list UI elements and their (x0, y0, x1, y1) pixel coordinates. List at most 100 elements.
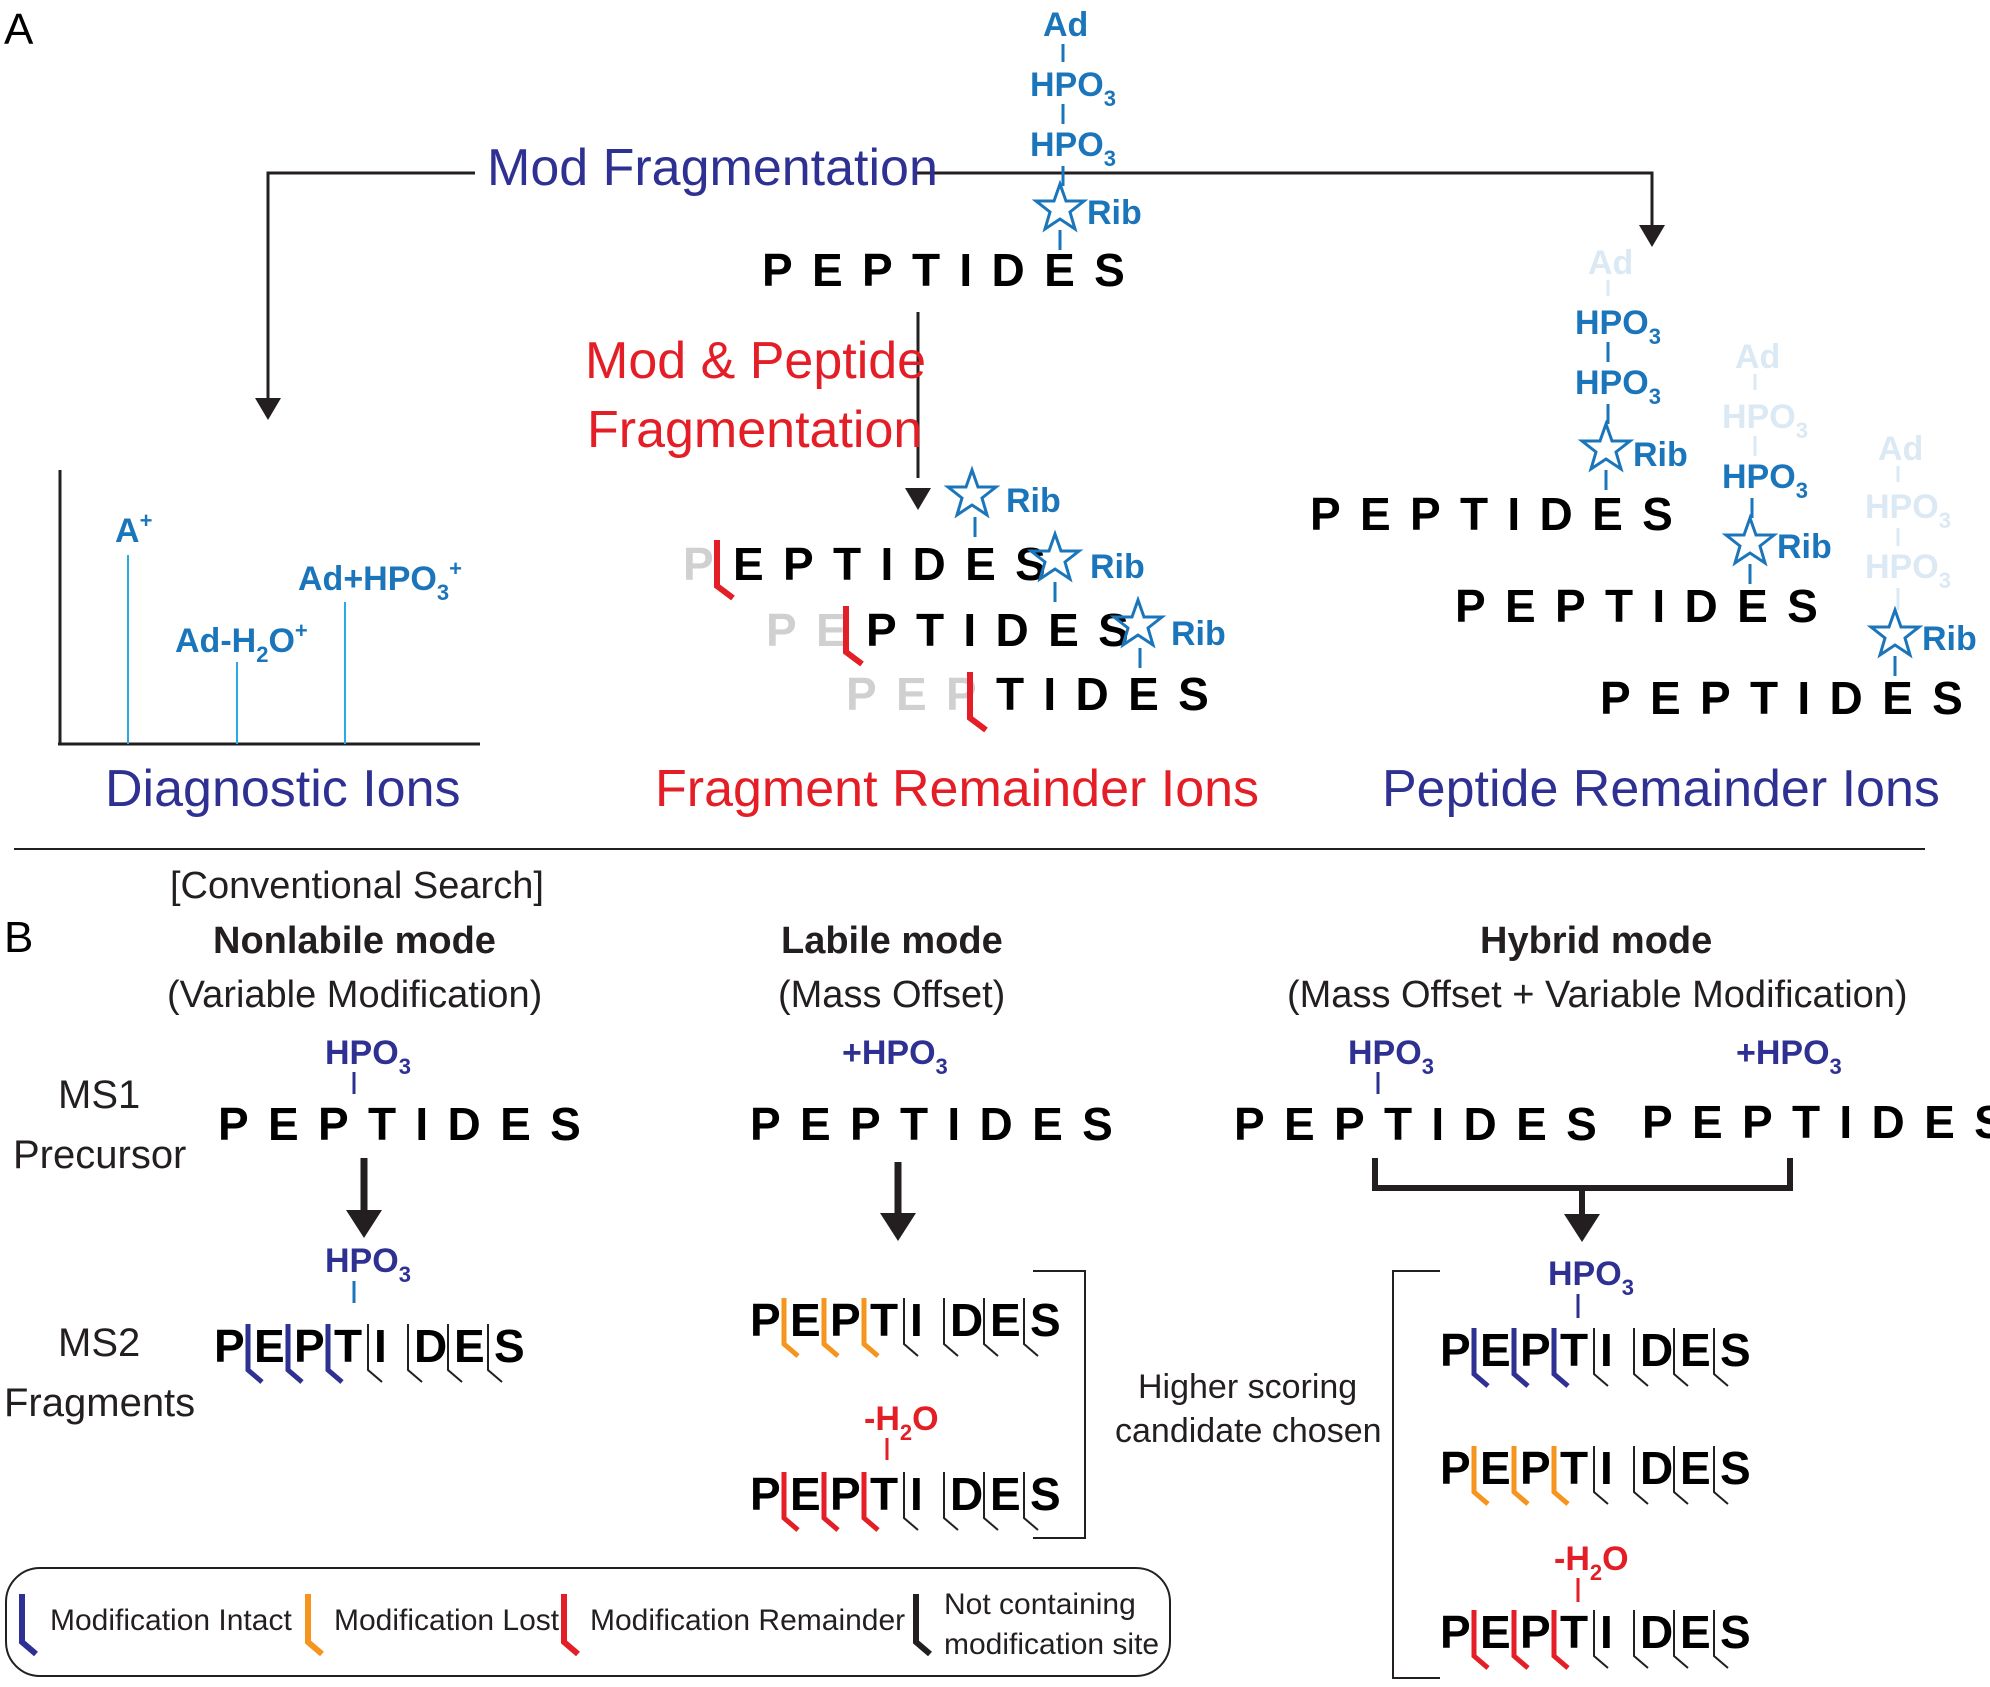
fragment-bond-marker (943, 1298, 959, 1357)
panel-label-a: A (4, 5, 34, 54)
svg-text:Ad: Ad (1588, 244, 1633, 282)
higher-scoring-line2: candidate chosen (1115, 1412, 1382, 1450)
fragment-letter: E (990, 1294, 1021, 1346)
fragment-letter: E (990, 1468, 1021, 1520)
mod-fragmentation-label: Mod Fragmentation (487, 139, 938, 197)
fragment-letter: S (494, 1320, 525, 1372)
fragment-bond-marker (1633, 1446, 1649, 1505)
diagnostic-spectrum: A+ Ad-H2O+ Ad+HPO3+ (58, 470, 480, 746)
fragment-bond-marker (1633, 1328, 1649, 1387)
fragment-bond-marker (943, 1472, 959, 1531)
svg-text:Rib: Rib (1090, 548, 1145, 586)
top-peptide: PEPTIDES (762, 244, 1144, 296)
fragment-bond-marker (1673, 1446, 1689, 1505)
fragment-bond-marker (1471, 1446, 1490, 1506)
svg-text:PEPTIDES: PEPTIDES (1455, 580, 1837, 632)
fragment-letter: D (414, 1320, 447, 1372)
svg-text:HPO3: HPO3 (1575, 304, 1661, 349)
fragment-letter: I (374, 1320, 387, 1372)
fragment-bond-marker (325, 1324, 344, 1384)
fragment-remainder-2: Rib PEPTIDES (766, 529, 1148, 667)
fragment-bond-marker (1471, 1610, 1490, 1670)
fragment-letter: E (790, 1294, 821, 1346)
fragment-bond-marker (821, 1298, 840, 1358)
fragment-letter: T (334, 1320, 362, 1372)
fragment-letter: D (1640, 1324, 1673, 1376)
fragment-bond-marker (1713, 1328, 1729, 1387)
fragment-bond-marker (487, 1324, 503, 1383)
svg-text:-H2O: -H2O (864, 1400, 939, 1445)
svg-text:Rib: Rib (1777, 528, 1832, 566)
top-modification-stack: Ad HPO3 HPO3 Rib (1030, 6, 1142, 250)
legend-not-containing-line1: Not containing (944, 1588, 1136, 1621)
fragment-letter: S (1030, 1294, 1061, 1346)
fragment-bond-marker (1593, 1328, 1609, 1387)
fragment-bond-marker (1673, 1328, 1689, 1387)
fragment-letter: E (790, 1468, 821, 1520)
svg-text:Rib: Rib (1922, 620, 1977, 658)
fragment-letter: P (214, 1320, 245, 1372)
fragment-letter: D (950, 1294, 983, 1346)
fragment-letter: D (1640, 1442, 1673, 1494)
hybrid-merge-bracket (1372, 1158, 1793, 1191)
peptide-remainder-2: Ad HPO3 HPO3 Rib PEPTIDES (1455, 338, 1837, 632)
legend-remainder-label: Modification Remainder (590, 1604, 905, 1637)
arrowhead-hybrid (1564, 1214, 1600, 1242)
svg-text:+HPO3: +HPO3 (1736, 1034, 1842, 1079)
nonlabile-mode-title: Nonlabile mode (213, 920, 496, 962)
fragment-bond-marker (407, 1324, 423, 1383)
fragment-letter: E (254, 1320, 285, 1372)
svg-text:HPO3: HPO3 (1548, 1255, 1634, 1300)
svg-text:HPO3: HPO3 (325, 1242, 411, 1287)
mod-peptide-fragmentation-line2: Fragmentation (587, 401, 922, 459)
fragment-letter: I (910, 1294, 923, 1346)
fragment-bond-marker (1023, 1298, 1039, 1357)
fragment-letter: P (1440, 1606, 1471, 1658)
svg-text:PEPTIDES: PEPTIDES (766, 604, 1148, 656)
ion-ad-h2o-label: Ad-H2O+ (175, 618, 308, 667)
fragment-remainder-ions-title: Fragment Remainder Ions (655, 760, 1259, 818)
fragment-bond-marker (903, 1472, 919, 1531)
fragment-letter: E (1680, 1324, 1711, 1376)
ion-ad-hpo-label: Ad+HPO3+ (298, 556, 462, 605)
peptide-remainder-ions-title: Peptide Remainder Ions (1382, 760, 1940, 818)
fragment-letter: P (1440, 1442, 1471, 1494)
svg-text:HPO3: HPO3 (1575, 364, 1661, 409)
fragment-letter: P (830, 1294, 861, 1346)
star-icon (1031, 179, 1089, 233)
fragment-letter: E (1480, 1324, 1511, 1376)
svg-text:Rib: Rib (1006, 482, 1061, 520)
fragment-letter: E (454, 1320, 485, 1372)
svg-text:Rib: Rib (1087, 194, 1142, 232)
svg-text:Rib: Rib (1171, 615, 1226, 653)
svg-text:PEPTIDES: PEPTIDES (750, 1098, 1132, 1150)
fragment-bond-marker (821, 1472, 840, 1532)
fragment-letter: P (750, 1468, 781, 1520)
fragment-bond-marker (1511, 1328, 1530, 1388)
fragment-letter: T (870, 1294, 898, 1346)
fragment-letter: I (1600, 1324, 1613, 1376)
fragment-letter: S (1720, 1324, 1751, 1376)
fragment-bond-marker (1633, 1610, 1649, 1669)
svg-text:Rib: Rib (1633, 436, 1688, 474)
ms1-label-line1: MS1 (58, 1073, 140, 1117)
panel-label-b: B (4, 913, 33, 962)
fragment-bond-marker (781, 1472, 800, 1532)
fragment-bond-marker (1551, 1610, 1570, 1670)
legend-not-containing-swatch (913, 1594, 932, 1657)
svg-text:HPO3: HPO3 (1030, 66, 1116, 111)
fragment-letter: S (1720, 1442, 1751, 1494)
fragment-letter: P (830, 1468, 861, 1520)
fragment-bond-marker (1713, 1610, 1729, 1669)
fragment-bond-marker (285, 1324, 304, 1384)
hybrid-precursor-variable: HPO3 PEPTIDES (1234, 1034, 1597, 1150)
svg-text:HPO3: HPO3 (1348, 1034, 1434, 1079)
fragment-letter: I (1600, 1442, 1613, 1494)
